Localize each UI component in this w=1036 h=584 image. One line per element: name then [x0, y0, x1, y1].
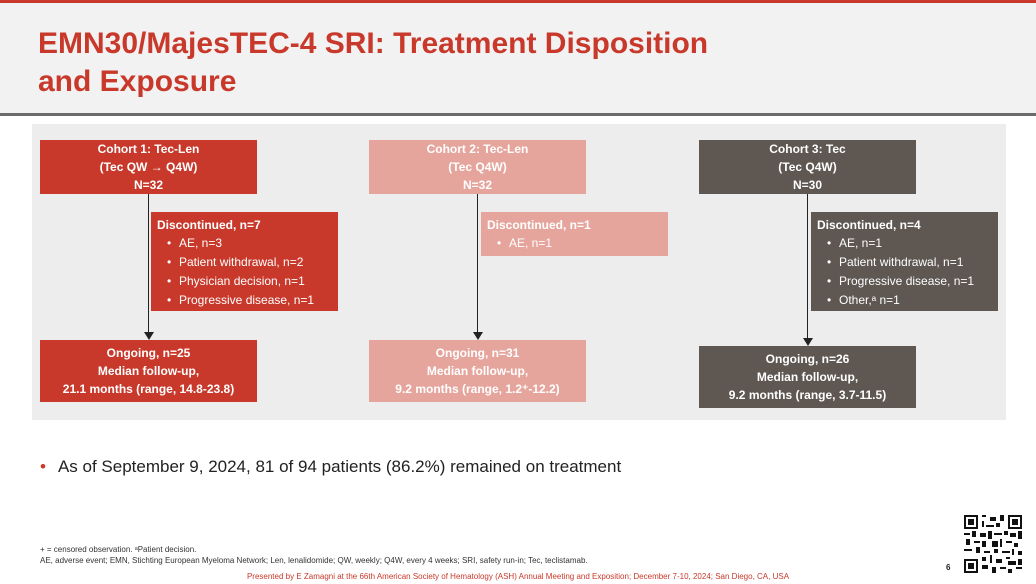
cohort-1-ongoing-count: Ongoing, n=25 — [106, 346, 191, 360]
footnote-2: AE, adverse event; EMN, Stichting Europe… — [40, 556, 588, 565]
cohort-1-arrowhead — [144, 332, 154, 340]
header-divider — [0, 113, 1036, 116]
cohort-1-header-box: Cohort 1: Tec-Len (Tec QW → Q4W) N=32 — [40, 140, 257, 194]
cohort-3-reason: Patient withdrawal, n=1 — [827, 253, 992, 272]
cohort-3-reason: Other,ᵃ n=1 — [827, 291, 992, 310]
cohort-2-followup-label: Median follow-up, — [426, 364, 529, 378]
cohort-2-discontinued-title: Discontinued, n=1 — [487, 218, 591, 232]
cohort-1-discontinued-box: Discontinued, n=7 AE, n=3 Patient withdr… — [151, 212, 338, 311]
presented-by: Presented by E Zamagni at the 66th Ameri… — [246, 572, 790, 581]
cohort-1-name: Cohort 1: Tec-Len — [97, 142, 200, 156]
cohort-1-ongoing-box: Ongoing, n=25 Median follow-up, 21.1 mon… — [40, 340, 257, 402]
cohort-3-reason: Progressive disease, n=1 — [827, 272, 992, 291]
cohort-3-flow-line — [807, 194, 808, 338]
cohort-2-ongoing-count: Ongoing, n=31 — [435, 346, 520, 360]
title-line-1: EMN30/MajesTEC-4 SRI: Treatment Disposit… — [38, 27, 709, 60]
cohort-3-ongoing-box: Ongoing, n=26 Median follow-up, 9.2 mont… — [699, 346, 916, 408]
cohort-2-flow-line — [477, 194, 478, 332]
cohort-3-schedule: (Tec Q4W) — [778, 160, 837, 174]
slide-title: EMN30/MajesTEC-4 SRI: Treatment Disposit… — [38, 25, 998, 101]
cohort-3-name: Cohort 3: Tec — [769, 142, 846, 156]
cohort-3-followup-label: Median follow-up, — [756, 370, 859, 384]
cohort-1-reason: Patient withdrawal, n=2 — [167, 253, 332, 272]
cohort-2-name: Cohort 2: Tec-Len — [426, 142, 529, 156]
title-line-2: and Exposure — [38, 65, 237, 98]
cohort-3-header-box: Cohort 3: Tec (Tec Q4W) N=30 — [699, 140, 916, 194]
cohort-1-flow-line — [148, 194, 149, 332]
summary-bullet: • As of September 9, 2024, 81 of 94 patie… — [40, 457, 621, 477]
cohort-1-reason: AE, n=3 — [167, 234, 332, 253]
cohort-1-schedule: (Tec QW → Q4W) — [99, 160, 198, 174]
cohort-3-n: N=30 — [792, 178, 823, 192]
cohort-2-ongoing-box: Ongoing, n=31 Median follow-up, 9.2 mont… — [369, 340, 586, 402]
summary-text: As of September 9, 2024, 81 of 94 patien… — [57, 457, 622, 476]
cohort-1-reason-list: AE, n=3 Patient withdrawal, n=2 Physicia… — [157, 234, 332, 310]
cohort-1-followup-label: Median follow-up, — [97, 364, 200, 378]
cohort-3-ongoing-count: Ongoing, n=26 — [765, 352, 850, 366]
cohort-2-schedule: (Tec Q4W) — [448, 160, 507, 174]
cohort-3-discontinued-title: Discontinued, n=4 — [817, 218, 921, 232]
cohort-3-discontinued-box: Discontinued, n=4 AE, n=1 Patient withdr… — [811, 212, 998, 311]
cohort-1-reason: Progressive disease, n=1 — [167, 291, 332, 310]
cohort-2-header-box: Cohort 2: Tec-Len (Tec Q4W) N=32 — [369, 140, 586, 194]
cohort-2-discontinued-box: Discontinued, n=1 AE, n=1 — [481, 212, 668, 256]
cohort-1-followup-value: 21.1 months (range, 14.8-23.8) — [62, 382, 235, 396]
cohort-3-followup-value: 9.2 months (range, 3.7-11.5) — [728, 388, 887, 402]
slide-header: EMN30/MajesTEC-4 SRI: Treatment Disposit… — [0, 3, 1036, 113]
cohort-1-discontinued-title: Discontinued, n=7 — [157, 218, 261, 232]
cohort-3-reason: AE, n=1 — [827, 234, 992, 253]
cohort-1-n: N=32 — [133, 178, 164, 192]
cohort-2-arrowhead — [473, 332, 483, 340]
cohort-3-reason-list: AE, n=1 Patient withdrawal, n=1 Progress… — [817, 234, 992, 310]
cohort-2-n: N=32 — [462, 178, 493, 192]
cohort-1-reason: Physician decision, n=1 — [167, 272, 332, 291]
top-accent-bar — [0, 0, 1036, 3]
cohort-2-reason: AE, n=1 — [497, 234, 662, 253]
cohort-2-reason-list: AE, n=1 — [487, 234, 662, 253]
footnote-1: + = censored observation. ᵃPatient decis… — [40, 545, 197, 554]
qr-code-icon[interactable] — [964, 515, 1022, 573]
bullet-dot-icon: • — [40, 457, 46, 476]
page-number: 6 — [946, 563, 951, 572]
cohort-2-followup-value: 9.2 months (range, 1.2⁺-12.2) — [395, 382, 560, 396]
cohort-3-arrowhead — [803, 338, 813, 346]
